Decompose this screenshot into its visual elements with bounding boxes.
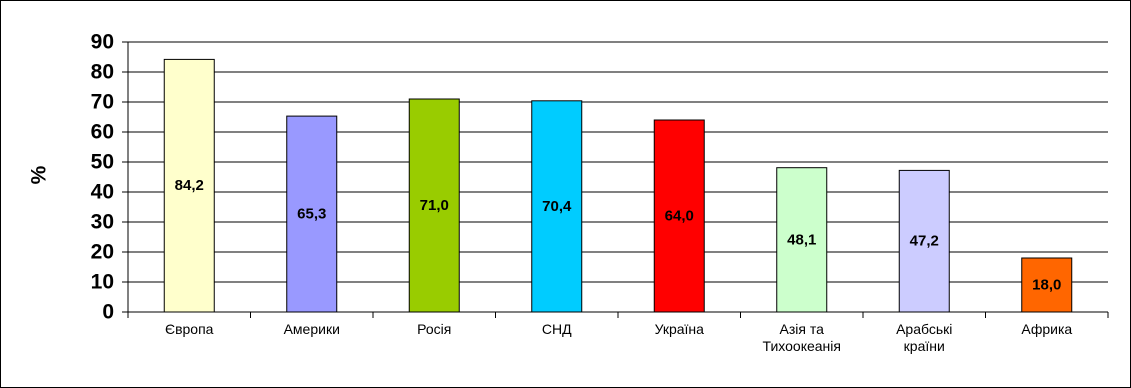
x-tick-label: Україна — [655, 321, 705, 337]
x-tick-label: Азія та Тихоокеанія — [763, 321, 841, 354]
bar — [653, 119, 705, 313]
y-tick-label: 20 — [91, 241, 114, 264]
x-tick-label: Росія — [417, 321, 451, 337]
bar — [531, 100, 583, 313]
bar — [286, 115, 338, 313]
bar — [898, 169, 950, 313]
y-axis-label: % — [28, 165, 51, 184]
data-label: 18,0 — [1032, 277, 1061, 294]
data-label: 48,1 — [787, 231, 816, 248]
y-tick-label: 30 — [91, 211, 114, 234]
data-label: 65,3 — [297, 206, 326, 223]
bars — [163, 58, 1073, 313]
data-label: 70,4 — [542, 198, 572, 215]
data-label: 47,2 — [910, 233, 939, 250]
data-labels: 84,2 65,3 71,0 70,4 64,0 48,1 47,2 18,0 — [175, 177, 1062, 293]
y-tick-labels: 0 10 20 30 40 50 60 70 80 90 — [91, 31, 114, 324]
bar — [776, 167, 828, 313]
data-label: 71,0 — [420, 197, 449, 214]
y-tick-label: 40 — [91, 181, 114, 204]
y-tick-label: 10 — [91, 271, 114, 294]
y-tick-label: 60 — [91, 121, 114, 144]
bar — [1021, 257, 1073, 313]
bar — [163, 58, 215, 313]
data-label: 84,2 — [175, 177, 204, 194]
x-tick-label: Європа — [165, 321, 214, 337]
x-tick-label: Арабські країни — [896, 321, 952, 354]
data-label: 64,0 — [665, 208, 694, 225]
x-tick-label: Америки — [284, 321, 340, 337]
y-tick-label: 90 — [91, 31, 114, 54]
x-tick-label: СНД — [542, 321, 572, 337]
y-tick-label: 0 — [102, 301, 114, 324]
y-tick-label: 70 — [91, 91, 114, 114]
x-tick-labels: Європа Америки Росія СНД Україна Азія та Тихоо… — [165, 321, 1072, 354]
x-tick-label: Африка — [1021, 321, 1072, 337]
y-tick-label: 50 — [91, 151, 114, 174]
y-tick-label: 80 — [91, 61, 114, 84]
bar — [408, 98, 460, 313]
